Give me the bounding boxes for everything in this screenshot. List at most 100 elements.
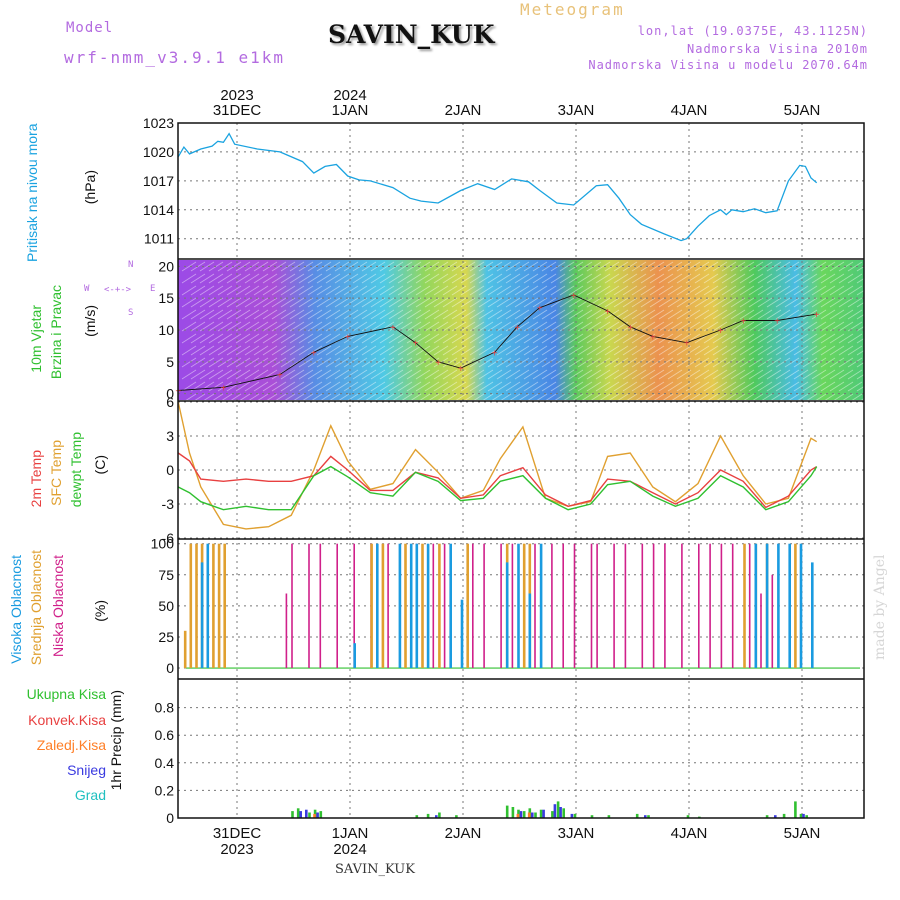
wind-barb-339 xyxy=(433,297,449,308)
y-tick-label: 0.8 xyxy=(155,700,175,716)
cloud-bar-high_cloud xyxy=(517,543,520,668)
wind-barb-657 xyxy=(667,369,683,380)
wind-barb-597 xyxy=(622,369,638,380)
wind-barb-253 xyxy=(370,273,386,284)
wind-barb-89 xyxy=(244,321,260,332)
precip-bar-rain_total xyxy=(517,809,520,818)
y-tick-label: 20 xyxy=(158,258,174,274)
wind-barb-192 xyxy=(325,261,341,272)
wind-barb-813 xyxy=(784,369,800,380)
cloud-bar-low_cloud xyxy=(664,543,666,668)
wind-barb-233 xyxy=(352,321,368,332)
wind-barb-289 xyxy=(397,273,413,284)
wind-barb-345 xyxy=(433,369,449,380)
wind-barb-284 xyxy=(388,357,404,368)
wind-barb-290 xyxy=(397,285,413,296)
temp-line-temp2m xyxy=(177,452,818,509)
wind-barb-682 xyxy=(685,381,701,392)
wind-barb-792 xyxy=(775,261,791,272)
wind-barb-570 xyxy=(604,333,620,344)
wind-barb-232 xyxy=(352,309,368,320)
wind-barb-358 xyxy=(442,381,458,392)
cloud-bar-low_cloud xyxy=(285,593,288,669)
wind-barb-617 xyxy=(640,321,656,332)
wind-barb-174 xyxy=(307,333,323,344)
wind-barb-336 xyxy=(433,261,449,272)
wind-barb-829 xyxy=(802,273,818,284)
wind-barb-62 xyxy=(226,285,242,296)
wind-barb-535 xyxy=(577,345,593,356)
model-label: Model xyxy=(66,20,114,36)
wind-barb-332 xyxy=(424,357,440,368)
wind-barb-650 xyxy=(667,285,683,296)
wind-barb-286 xyxy=(388,381,404,392)
wind-barb-523 xyxy=(568,345,584,356)
wind-barb-278 xyxy=(388,285,404,296)
wind-barb-550 xyxy=(586,381,602,392)
wind-barb-219 xyxy=(343,297,359,308)
wind-barb-46 xyxy=(208,381,224,392)
wind-barb-477 xyxy=(532,369,548,380)
model-altitude-text: Nadmorska Visina u modelu 2070.64m xyxy=(588,58,868,72)
wind-barb-42 xyxy=(208,333,224,344)
wind-barb-476 xyxy=(532,357,548,368)
wind-barb-120 xyxy=(271,261,287,272)
wind-barb-141 xyxy=(280,369,296,380)
wind-barb-57 xyxy=(217,369,233,380)
wind-barb-698 xyxy=(703,285,719,296)
wind-barb-188 xyxy=(316,357,332,368)
wind-barb-87 xyxy=(244,297,260,308)
wind-barb-134 xyxy=(280,285,296,296)
wind-barb-393 xyxy=(469,369,485,380)
wind-gust-marker: + xyxy=(413,339,419,350)
wind-barb-811 xyxy=(784,345,800,356)
wind-barb-39 xyxy=(208,297,224,308)
wind-barb-378 xyxy=(460,333,476,344)
wind-barb-709 xyxy=(712,273,728,284)
wind-barb-703 xyxy=(703,345,719,356)
wind-barb-772 xyxy=(757,309,773,320)
wind-barb-428 xyxy=(496,357,512,368)
wind-barb-116 xyxy=(262,357,278,368)
wind-barb-582 xyxy=(613,333,629,344)
wind-barb-894 xyxy=(847,333,863,344)
wind-barb-439 xyxy=(505,345,521,356)
wind-barb-613 xyxy=(640,273,656,284)
wind-barb-807 xyxy=(784,297,800,308)
wind-barb-871 xyxy=(829,345,845,356)
wind-barb-110 xyxy=(262,285,278,296)
y-tick-label: 1023 xyxy=(143,115,174,131)
wind-barb-109 xyxy=(262,273,278,284)
wind-barb-308 xyxy=(406,357,422,368)
cloud-bar-low_cloud xyxy=(596,543,598,668)
cloud-bar-high_cloud xyxy=(409,543,413,668)
cloud-bar-low_cloud xyxy=(681,543,683,668)
wind-barb-229 xyxy=(352,273,368,284)
wind-barb-788 xyxy=(766,357,782,368)
wind-barb-638 xyxy=(658,285,674,296)
wind-barb-17 xyxy=(190,321,206,332)
wind-barb-521 xyxy=(568,321,584,332)
cloud-bar-mid_cloud xyxy=(522,543,526,668)
wind-barb-573 xyxy=(604,369,620,380)
wind-barb-267 xyxy=(379,297,395,308)
wind-barb-93 xyxy=(244,369,260,380)
wind-gust-marker: + xyxy=(650,332,656,343)
wind-gust-marker: + xyxy=(221,383,227,394)
wind-barb-1 xyxy=(181,273,197,284)
wind-barb-872 xyxy=(829,357,845,368)
wind-barb-326 xyxy=(424,285,440,296)
wind-barb-700 xyxy=(703,309,719,320)
wind-barb-472 xyxy=(532,309,548,320)
wind-barb-315 xyxy=(415,297,431,308)
precip-bar-rain_total xyxy=(799,813,803,818)
wind-barb-44 xyxy=(208,357,224,368)
wind-barb-746 xyxy=(739,285,755,296)
wind-barb-303 xyxy=(406,297,422,308)
wind-barb-169 xyxy=(307,273,323,284)
wind-barb-338 xyxy=(433,285,449,296)
wind-barb-765 xyxy=(748,369,764,380)
wind-barb-208 xyxy=(334,309,350,320)
wind-barb-790 xyxy=(766,381,782,392)
wind-barb-64 xyxy=(226,309,242,320)
